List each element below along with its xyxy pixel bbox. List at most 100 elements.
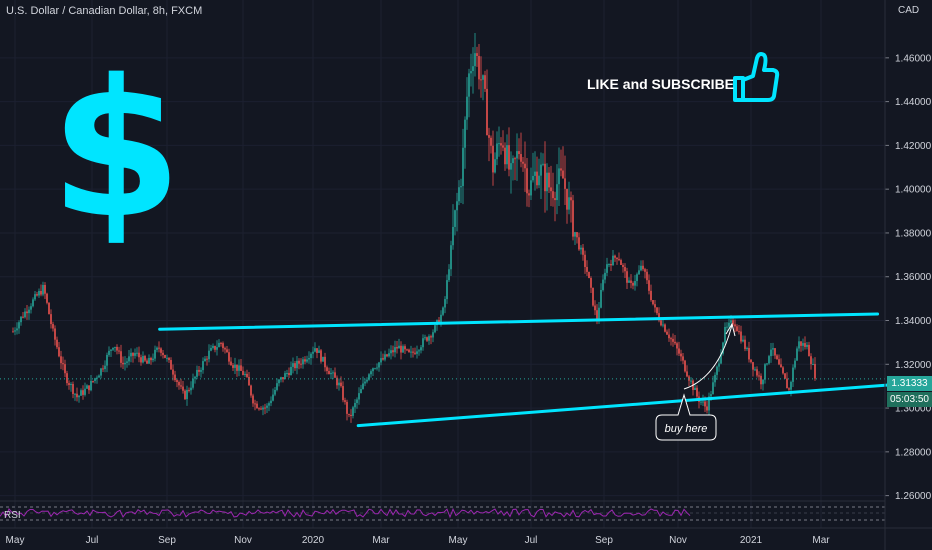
candle-body [448,269,450,281]
candle-body [690,380,692,382]
candle-body [670,338,672,340]
candle-body [794,360,796,368]
candle-body [798,341,800,349]
rsi-label[interactable]: RSI [4,510,21,521]
support-trendline[interactable] [356,380,931,428]
candle-body [762,379,764,385]
symbol-title[interactable]: U.S. Dollar / Canadian Dollar, 8h, FXCM [6,5,203,17]
currency-badge[interactable]: CAD [898,5,920,16]
candle-body [446,280,448,300]
candle-body [266,405,268,408]
candle-body [192,378,194,388]
candle-body [644,269,646,272]
candle-body [252,395,254,404]
thumbs-up-icon [733,52,780,102]
candle-body [94,378,96,382]
candle-body [186,389,188,400]
candle-body [686,371,688,377]
candle-body [312,351,314,354]
candle-body [526,168,528,194]
candle-body [776,355,778,360]
candle-body [552,191,554,199]
candle-body [444,299,446,308]
candle-body [50,314,52,325]
candle-body [636,274,638,281]
candle-body [320,350,322,362]
candle-body [760,375,762,385]
candle-body [332,372,334,374]
candle-body [370,371,372,375]
candle-body [406,349,408,351]
candle-body [164,354,166,358]
candle-body [806,344,808,347]
x-tick-label: Nov [669,535,687,546]
resistance-trendline[interactable] [158,312,880,331]
candle-body [162,352,164,355]
candle-body [170,360,172,370]
candle-body [204,358,206,362]
candle-body [76,393,78,398]
candle-body [302,359,304,365]
projection-arrow[interactable] [683,324,733,390]
candle-body [84,388,86,395]
candle-body [296,360,298,369]
x-tick-label: Mar [372,535,390,546]
buy-here-callout[interactable] [655,393,717,441]
candle-body [356,399,358,404]
candle-body [416,351,418,354]
candle-body [680,353,682,357]
candle-body [662,324,664,326]
candle-body [90,380,92,391]
candle-body [286,372,288,374]
candle-body [182,386,184,391]
candle-body [174,374,176,381]
candle-body [474,53,476,67]
candle-body [262,407,264,410]
candle-body [502,145,504,148]
candle-body [220,342,222,344]
candle-body [756,369,758,376]
candle-body [650,290,652,301]
candle-body [624,267,626,272]
candle-body [702,401,704,403]
candle-body [124,362,126,365]
candle-body [572,200,574,237]
candle-body [800,341,802,346]
candle-body [622,264,624,268]
candle-body [596,310,598,319]
candle-body [606,264,608,273]
candle-body [452,226,454,246]
y-tick-label: 1.36000 [895,272,932,283]
candle-body [592,287,594,306]
candle-body [422,338,424,348]
candle-body [402,346,404,353]
promo-text: LIKE and SUBSCRIBE [587,76,735,92]
candle-body [212,345,214,348]
candle-body [812,364,814,366]
candle-body [542,163,544,165]
candle-body [578,237,580,250]
candle-body [678,348,680,354]
candle-body [716,366,718,375]
candle-body [306,359,308,362]
candle-body [228,352,230,362]
candle-body [194,376,196,379]
candle-body [562,170,564,179]
candle-body [140,357,142,363]
candle-body [550,187,552,192]
candle-body [728,322,730,327]
candle-body [136,352,138,354]
candle-body [738,331,740,333]
candle-body [232,365,234,368]
candle-body [638,270,640,275]
candle-body [480,79,482,81]
candle-body [634,280,636,286]
candle-body [774,348,776,356]
candle-body [352,407,354,416]
candle-body [318,350,320,353]
candle-body [114,346,116,348]
candle-body [546,172,548,192]
candle-body [708,396,710,411]
candle-body [672,338,674,342]
